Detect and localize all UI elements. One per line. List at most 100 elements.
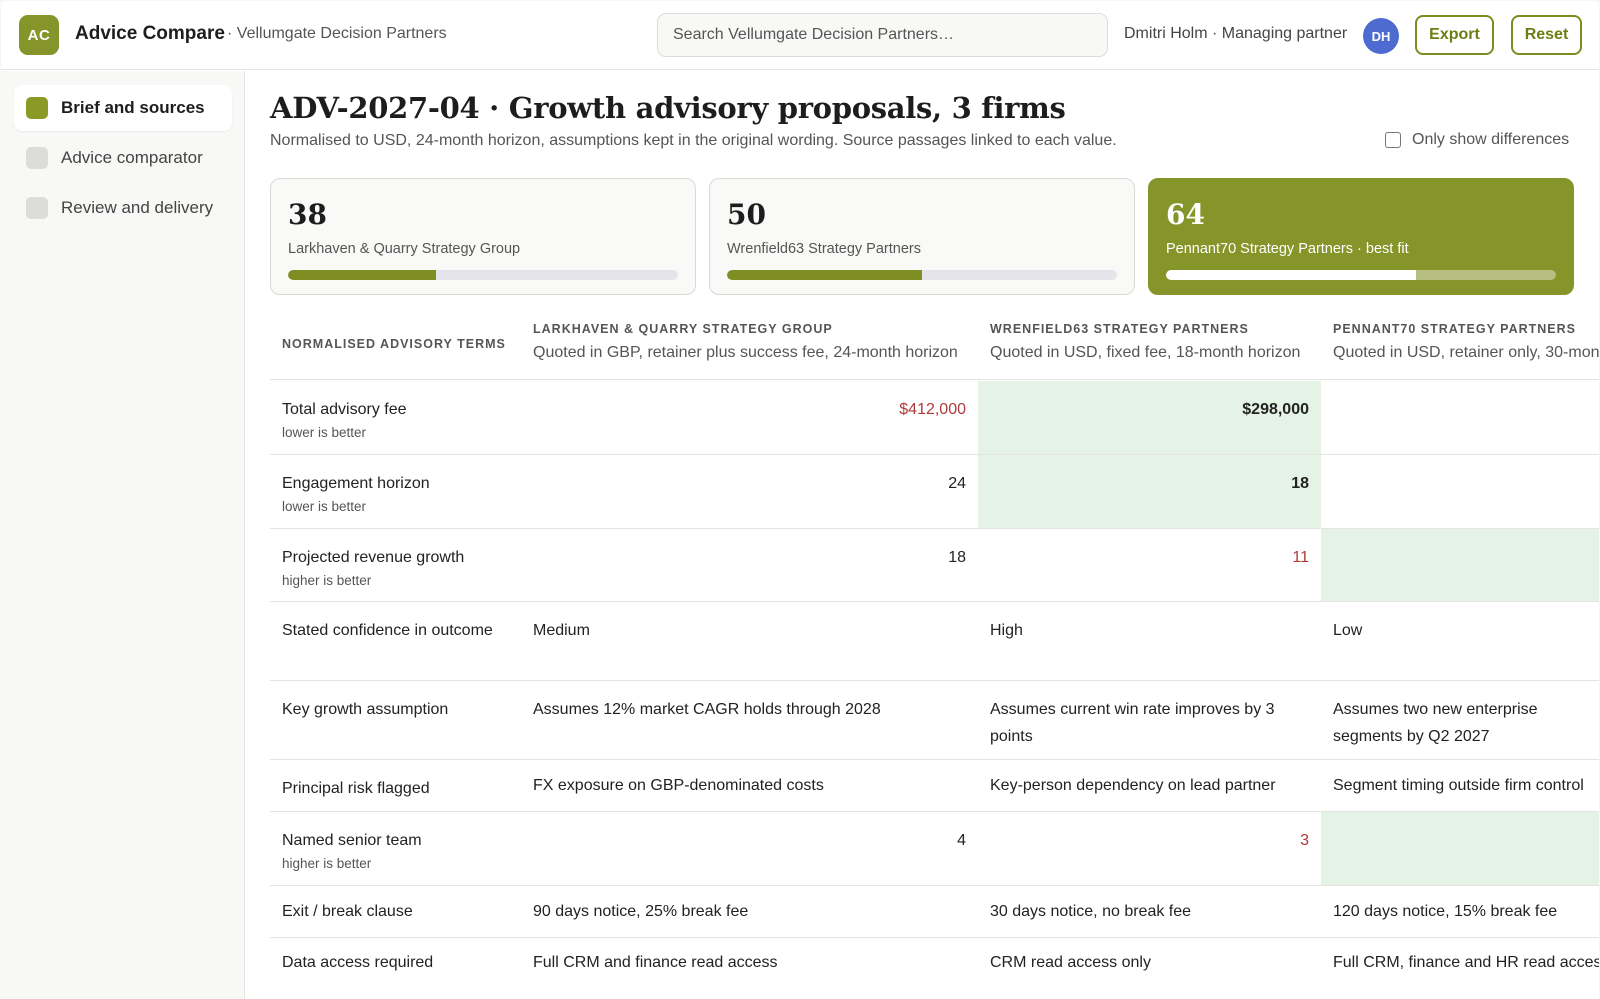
card-firm-name: Pennant70 Strategy Partners · best fit [1166,241,1409,257]
score-bar-fill [1166,270,1416,280]
sidebar-item-brief-and-sources[interactable]: Brief and sources [14,85,232,131]
sidebar: Brief and sources Advice comparator Revi… [1,71,245,999]
value-cell[interactable]: Low [1333,622,1363,639]
term-hint: lower is better [282,425,367,440]
term-name: Projected revenue growth [282,549,465,566]
term-cell: Principal risk flagged [270,760,521,811]
value-cell[interactable]: Key-person dependency on lead partner [990,777,1276,794]
table-row: Named senior team higher is better 4 3 [270,812,1599,886]
value-cell[interactable]: Assumes current win rate improves by 3 p… [990,701,1275,745]
value-cell[interactable]: 3 [1300,832,1309,849]
card-score: 64 [1166,198,1205,231]
term-name: Key growth assumption [282,701,449,718]
firm-column-header-pennant70[interactable]: Pennant70 Strategy Partners Quoted in US… [1333,322,1599,362]
step-square-icon [26,197,48,219]
value-cell[interactable]: Assumes two new enterprise segments by Q… [1333,701,1538,745]
value-cell[interactable]: Segment timing outside firm control [1333,777,1584,794]
value-cell[interactable]: CRM read access only [990,954,1151,971]
term-cell: Stated confidence in outcome [270,602,521,680]
value-cell[interactable]: 11 [1292,549,1309,566]
value-cell[interactable]: Assumes 12% market CAGR holds through 20… [533,701,881,718]
card-score: 38 [288,198,327,231]
term-cell: Data access required [270,938,521,998]
app-name: Advice Compare [75,23,225,44]
card-firm-name: Wrenfield63 Strategy Partners [727,241,921,257]
firm-column-header-wrenfield63[interactable]: Wrenfield63 Strategy Partners Quoted in … [990,322,1321,362]
firm-header-sub: Quoted in USD, retainer only, 30-month h… [1333,344,1599,361]
only-show-differences-toggle[interactable]: Only show differences [1385,131,1569,149]
table-row: Total advisory fee lower is better $412,… [270,381,1599,455]
firm-column-header-larkhaven[interactable]: Larkhaven & Quarry Strategy Group Quoted… [533,322,978,362]
score-bar [1166,270,1556,280]
value-cell[interactable]: High [990,622,1023,639]
firm-header-name: Wrenfield63 Strategy Partners [990,322,1249,336]
avatar[interactable]: DH [1363,18,1399,54]
reset-button[interactable]: Reset [1511,15,1582,55]
value-cell[interactable]: $298,000 [978,381,1321,454]
term-name: Principal risk flagged [282,780,430,797]
top-bar: AC Advice Compare · Vellumgate Decision … [1,1,1599,70]
term-cell: Exit / break clause [270,886,521,937]
value-cell[interactable]: Medium [533,622,590,639]
term-name: Engagement horizon [282,475,430,492]
checkbox[interactable] [1385,132,1401,148]
score-card-pennant70[interactable]: 64 Pennant70 Strategy Partners · best fi… [1148,178,1574,295]
table-row: Data access required Full CRM and financ… [270,938,1599,998]
user-label: Dmitri Holm · Managing partner [1124,25,1348,42]
page-title: ADV-2027-04 · Growth advisory proposals,… [270,91,1066,125]
export-button[interactable]: Export [1415,15,1494,55]
value-cell[interactable]: 18 [978,455,1321,528]
table-row: Projected revenue growth higher is bette… [270,529,1599,602]
sidebar-item-review-and-delivery[interactable]: Review and delivery [14,185,232,231]
value-cell[interactable] [1321,529,1599,601]
score-bar [288,270,678,280]
table-row: Principal risk flagged FX exposure on GB… [270,760,1599,812]
value-cell[interactable]: 30 days notice, no break fee [990,903,1192,920]
score-bar [727,270,1117,280]
value-cell[interactable]: 120 days notice, 15% break fee [1333,903,1558,920]
term-name: Stated confidence in outcome [282,622,493,639]
value-cell[interactable]: $412,000 [899,401,966,418]
score-bar-fill [727,270,922,280]
term-hint: higher is better [282,856,372,871]
score-card-larkhaven[interactable]: 38 Larkhaven & Quarry Strategy Group [270,178,696,295]
search-box[interactable] [657,13,1108,57]
value-cell[interactable] [1321,381,1599,454]
value-cell[interactable]: Full CRM, finance and HR read access [1333,954,1599,971]
sidebar-item-label: Brief and sources [61,98,205,117]
value-cell[interactable] [1321,812,1599,885]
value-cell[interactable]: 4 [957,832,966,849]
search-input[interactable] [673,26,1092,44]
firm-header-sub: Quoted in GBP, retainer plus success fee… [533,344,958,361]
value-cell[interactable]: 18 [948,549,966,566]
term-cell: Named senior team higher is better [270,812,521,885]
term-cell: Engagement horizon lower is better [270,455,521,528]
firm-header-name: Larkhaven & Quarry Strategy Group [533,322,833,336]
value-cell[interactable] [1321,455,1599,528]
step-square-icon [26,97,48,119]
value-cell[interactable]: Full CRM and finance read access [533,954,778,971]
page-subtitle: Normalised to USD, 24-month horizon, ass… [270,132,1117,149]
table-row: Exit / break clause 90 days notice, 25% … [270,886,1599,938]
card-score: 50 [727,198,766,231]
terms-column-header: NORMALISED ADVISORY TERMS [282,337,506,351]
value-cell[interactable]: 24 [948,475,966,492]
term-cell: Total advisory fee lower is better [270,381,521,454]
sidebar-item-label: Advice comparator [61,148,203,167]
sidebar-item-advice-comparator[interactable]: Advice comparator [14,135,232,181]
term-cell: Key growth assumption [270,681,521,759]
score-bar-fill [288,270,437,280]
org-name: · Vellumgate Decision Partners [227,25,447,42]
value-cell[interactable]: 90 days notice, 25% break fee [533,903,749,920]
toggle-label: Only show differences [1412,131,1570,148]
value-cell[interactable]: FX exposure on GBP-denominated costs [533,777,824,794]
term-name: Data access required [282,954,434,971]
score-card-wrenfield63[interactable]: 50 Wrenfield63 Strategy Partners [709,178,1135,295]
term-hint: higher is better [282,573,372,588]
firm-header-name: Pennant70 Strategy Partners [1333,322,1577,336]
table-row: Stated confidence in outcome Medium High… [270,602,1599,681]
main-content: ADV-2027-04 · Growth advisory proposals,… [246,71,1599,999]
term-cell: Projected revenue growth higher is bette… [270,529,521,601]
app-logo: AC [19,15,59,55]
